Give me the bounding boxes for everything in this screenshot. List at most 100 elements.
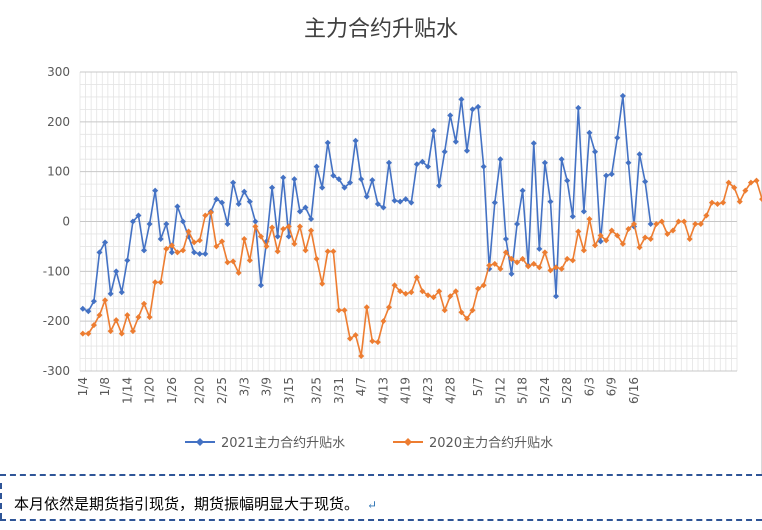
data-point-2020 <box>369 338 376 345</box>
data-point-2020 <box>519 255 526 262</box>
data-point-2020 <box>96 312 103 319</box>
data-point-2020 <box>163 245 170 252</box>
data-point-2020 <box>319 280 326 287</box>
x-tick-label: 5/7 <box>471 377 485 396</box>
data-point-2021 <box>519 187 526 194</box>
data-point-2020 <box>257 233 264 240</box>
data-point-2020 <box>213 243 220 250</box>
data-point-2020 <box>575 228 582 235</box>
data-point-2021 <box>313 163 320 170</box>
data-point-2020 <box>363 304 370 311</box>
data-point-2020 <box>714 201 721 208</box>
data-point-2020 <box>475 285 482 292</box>
data-point-2021 <box>146 220 153 227</box>
data-point-2020 <box>436 288 443 295</box>
data-point-2020 <box>664 230 671 237</box>
data-point-2021 <box>463 147 470 154</box>
data-point-2020 <box>274 248 281 255</box>
data-point-2020 <box>736 198 743 205</box>
data-point-2021 <box>647 220 654 227</box>
data-point-2021 <box>502 235 509 242</box>
x-tick-label: 6/9 <box>605 377 619 396</box>
data-point-2020 <box>408 289 415 296</box>
data-point-2020 <box>291 240 298 247</box>
data-point-2020 <box>653 220 660 227</box>
data-point-2021 <box>168 249 175 256</box>
data-point-2020 <box>530 260 537 267</box>
data-point-2020 <box>263 243 270 250</box>
data-point-2021 <box>218 199 225 206</box>
data-point-2020 <box>341 307 348 314</box>
data-point-2020 <box>252 223 259 230</box>
data-point-2021 <box>202 250 209 257</box>
data-point-2020 <box>452 288 459 295</box>
data-point-2020 <box>386 304 393 311</box>
data-point-2020 <box>157 279 164 286</box>
data-point-2020 <box>191 239 198 246</box>
data-point-2020 <box>502 249 509 256</box>
data-point-2020 <box>235 269 242 276</box>
data-point-2020 <box>536 264 543 271</box>
x-tick-label: 5/12 <box>493 377 507 404</box>
legend-label-2020: 2020主力合约升贴水 <box>429 436 553 451</box>
data-point-2021 <box>614 134 621 141</box>
data-point-2020 <box>753 177 760 184</box>
y-tick-label: -100 <box>43 264 70 278</box>
data-point-2020 <box>630 220 637 227</box>
data-point-2021 <box>196 250 203 257</box>
data-point-2020 <box>202 212 209 219</box>
x-tick-label: 6/16 <box>627 377 641 404</box>
data-point-2020 <box>697 220 704 227</box>
x-tick-label: 1/14 <box>120 377 134 404</box>
chart-title: 主力合约升贴水 <box>304 17 458 42</box>
data-point-2021 <box>129 218 136 225</box>
data-point-2020 <box>280 225 287 232</box>
line-chart: 主力合约升贴水 300 200 100 0 -100 -200 -300 1/4 1/8 1/1… <box>43 17 762 451</box>
data-point-2020 <box>308 227 315 234</box>
data-point-2020 <box>486 262 493 269</box>
y-tick-label: 300 <box>47 65 70 79</box>
data-point-2020 <box>586 216 593 223</box>
data-point-2021 <box>447 112 454 119</box>
data-point-2020 <box>636 244 643 251</box>
data-point-2020 <box>124 312 131 319</box>
data-point-2021 <box>380 204 387 211</box>
x-tick-label: 3/9 <box>260 377 274 396</box>
y-tick-label: -300 <box>43 364 70 378</box>
legend-marker-2021 <box>196 438 204 446</box>
data-point-2020 <box>725 179 732 186</box>
data-point-2020 <box>647 235 654 242</box>
data-point-2021 <box>608 171 615 178</box>
data-point-2021 <box>341 184 348 191</box>
data-point-2020 <box>553 264 560 271</box>
data-point-2021 <box>436 182 443 189</box>
data-point-2020 <box>118 330 125 337</box>
data-point-2020 <box>419 288 426 295</box>
x-tick-label: 1/8 <box>98 377 112 396</box>
x-tick-label: 4/28 <box>443 377 457 404</box>
data-point-2021 <box>469 106 476 113</box>
data-point-2020 <box>692 220 699 227</box>
data-point-2020 <box>413 274 420 281</box>
data-point-2021 <box>625 159 632 166</box>
data-point-2020 <box>569 257 576 264</box>
data-point-2020 <box>141 300 148 307</box>
data-point-2020 <box>335 307 342 314</box>
data-point-2020 <box>703 212 710 219</box>
x-tick-label: 4/13 <box>376 377 390 404</box>
data-point-2020 <box>597 232 604 239</box>
data-point-2021 <box>569 213 576 220</box>
divider-bottom <box>0 519 762 521</box>
data-point-2021 <box>424 163 431 170</box>
x-tick-label: 6/3 <box>582 377 596 396</box>
data-point-2021 <box>113 268 120 275</box>
data-point-2021 <box>553 293 560 300</box>
data-point-2020 <box>469 307 476 314</box>
x-tick-label: 4/23 <box>421 377 435 404</box>
data-point-2020 <box>603 237 610 244</box>
data-point-2021 <box>586 129 593 136</box>
data-point-2021 <box>213 196 220 203</box>
data-point-2020 <box>720 199 727 206</box>
data-point-2021 <box>246 198 253 205</box>
data-point-2020 <box>580 247 587 254</box>
